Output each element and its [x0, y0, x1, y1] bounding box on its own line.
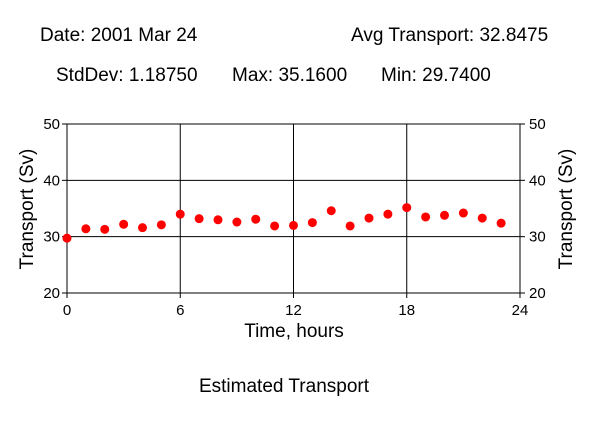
stddev-label: StdDev: 1.18750: [56, 65, 198, 86]
y-tick-label-right: 20: [529, 285, 546, 302]
data-point: [119, 219, 129, 229]
data-point: [364, 213, 374, 223]
data-point: [251, 214, 261, 224]
data-point: [402, 203, 412, 213]
data-point: [232, 217, 242, 227]
y-tick-label-right: 50: [529, 116, 546, 133]
x-tick-label: 24: [512, 302, 529, 319]
data-point: [289, 220, 298, 230]
data-point: [383, 209, 393, 219]
data-point: [175, 209, 185, 219]
chart-title: Estimated Transport: [199, 376, 370, 397]
y-tick-label-left: 30: [43, 229, 60, 246]
y-tick-label-right: 40: [529, 172, 546, 189]
max-label: Max: 35.1600: [232, 65, 348, 86]
data-point: [100, 224, 110, 234]
data-point: [62, 233, 72, 243]
data-point: [270, 221, 280, 231]
grid: [67, 124, 520, 293]
y-axis-label-left: Transport (Sv): [17, 149, 38, 270]
min-label: Min: 29.7400: [381, 65, 491, 86]
data-point: [307, 218, 317, 228]
data-point: [345, 221, 355, 231]
data-point: [477, 213, 487, 223]
x-tick-label: 6: [176, 302, 184, 319]
y-tick-label-left: 40: [43, 172, 60, 189]
x-tick-label: 0: [63, 302, 71, 319]
y-tick-label-right: 30: [529, 229, 546, 246]
data-point: [440, 210, 449, 220]
data-point: [156, 220, 166, 230]
data-point: [326, 206, 336, 216]
y-axis-label-right: Transport (Sv): [556, 149, 577, 270]
avg-transport-label: Avg Transport: 32.8475: [351, 25, 549, 46]
data-point: [421, 212, 431, 222]
x-tick-label: 18: [398, 302, 415, 319]
data-point: [213, 215, 223, 225]
data-point: [458, 208, 468, 218]
x-tick-label: 12: [285, 302, 302, 319]
date-label: Date: 2001 Mar 24: [40, 25, 198, 46]
data-points: [62, 203, 506, 243]
data-point: [194, 214, 204, 224]
y-tick-label-left: 50: [43, 116, 60, 133]
y-tick-label-left: 20: [43, 285, 60, 302]
x-axis-label: Time, hours: [244, 321, 344, 342]
data-point: [138, 223, 147, 233]
data-point: [496, 218, 506, 228]
data-point: [81, 224, 91, 234]
